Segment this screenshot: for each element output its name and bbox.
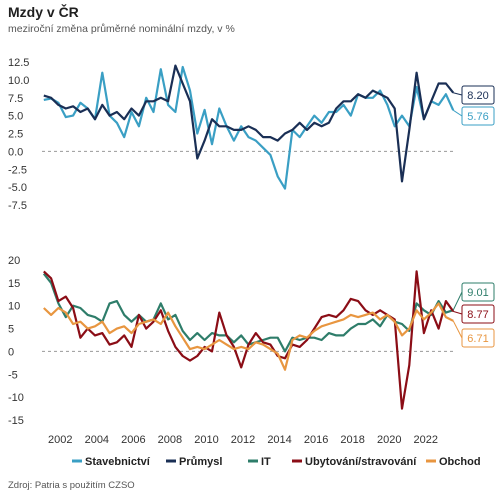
y-tick-label: 12.5 — [8, 57, 29, 69]
x-tick-label: 2006 — [121, 434, 145, 446]
end-label-connector — [452, 109, 463, 117]
y-tick-label: 2.5 — [8, 129, 23, 141]
x-tick-label: 2018 — [340, 434, 364, 446]
end-label-value: 6.71 — [467, 333, 488, 345]
end-label-box — [461, 282, 495, 302]
end-label-stavebnictv-: 5.76 — [461, 106, 495, 126]
y-tick-label: 10.0 — [8, 75, 29, 87]
series-line-ubytov-n-stravov-n- — [43, 270, 455, 410]
x-tick-label: 2016 — [304, 434, 328, 446]
y-tick-label: 20 — [8, 255, 20, 267]
end-label-value: 5.76 — [467, 111, 488, 123]
x-tick-label: 2002 — [48, 434, 72, 446]
end-label-connector — [452, 291, 463, 311]
legend-label: Ubytování/stravování — [305, 456, 417, 468]
series-line-stavebnictv- — [43, 65, 455, 190]
y-tick-label: -10 — [8, 392, 24, 404]
end-label-connector — [453, 310, 463, 315]
end-label-connector — [452, 320, 463, 339]
y-tick-label: 7.5 — [8, 93, 23, 105]
end-label-obchod: 6.71 — [461, 328, 495, 348]
y-tick-label: -15 — [8, 415, 24, 427]
source-note: Zdroj: Patria s použitím CZSO — [8, 480, 135, 491]
x-tick-label: 2010 — [194, 434, 218, 446]
end-label-value: 8.20 — [467, 90, 488, 102]
y-tick-label: 5.0 — [8, 111, 23, 123]
legend-label: Stavebnictví — [85, 456, 151, 468]
y-tick-label: 15 — [8, 278, 20, 290]
y-tick-label: -5.0 — [8, 182, 27, 194]
chart-subtitle: meziroční změna průměrné nominální mzdy,… — [8, 23, 235, 35]
chart-canvas: 12.5 10.0 7.5 5.0 2.5 0.0 -2.5 -5.0 -7.5 8.20 5.76… — [8, 57, 495, 468]
end-label-box — [461, 85, 495, 105]
x-tick-label: 2014 — [267, 434, 291, 446]
end-label-pr-mysl: 8.20 — [461, 85, 495, 105]
x-tick-label: 2012 — [231, 434, 255, 446]
end-label-box — [461, 328, 495, 348]
legend-item: Průmysl — [166, 456, 222, 468]
legend-label: IT — [261, 456, 271, 468]
legend-item: IT — [248, 456, 271, 468]
end-label-value: 8.77 — [467, 309, 488, 321]
y-tick-label: -7.5 — [8, 200, 27, 212]
series-line-pr-mysl — [43, 64, 455, 183]
x-tick-label: 2008 — [158, 434, 182, 446]
legend-item: Ubytování/stravování — [292, 456, 417, 468]
x-tick-label: 2020 — [377, 434, 401, 446]
chart-title: Mzdy v ČR — [8, 4, 79, 20]
y-tick-label: -2.5 — [8, 164, 27, 176]
legend-label: Obchod — [439, 456, 481, 468]
end-label-ubytov-n-stravov-n-: 8.77 — [461, 304, 495, 324]
y-tick-label: -5 — [8, 369, 18, 381]
series-line-it — [42, 273, 454, 353]
end-label-value: 9.01 — [467, 287, 488, 299]
y-tick-label: 5 — [8, 324, 14, 336]
legend-item: Stavebnictví — [72, 456, 151, 468]
end-label-it: 9.01 — [461, 282, 495, 302]
y-tick-label: 0.0 — [8, 146, 23, 158]
x-tick-label: 2022 — [414, 434, 438, 446]
y-tick-label: 0 — [8, 346, 14, 358]
legend-item: Obchod — [426, 456, 481, 468]
end-label-connector — [453, 92, 463, 96]
y-tick-label: 10 — [8, 301, 20, 313]
series-line-obchod — [43, 302, 454, 371]
x-tick-label: 2004 — [85, 434, 109, 446]
end-label-box — [461, 106, 495, 126]
legend-label: Průmysl — [179, 456, 222, 468]
end-label-box — [461, 304, 495, 324]
